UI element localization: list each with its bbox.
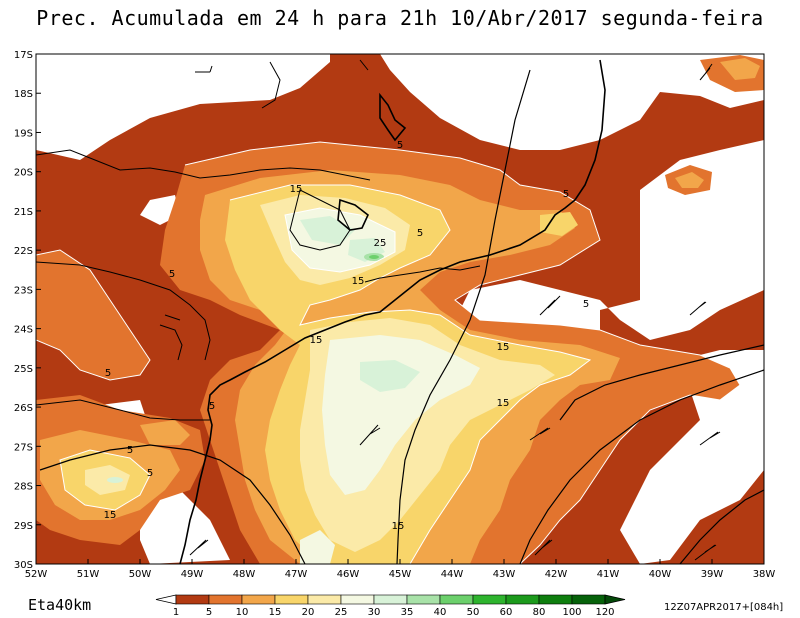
lon-tick-label: 45W (389, 569, 412, 580)
lat-tick-label: 21S (14, 207, 33, 218)
legend-swatch (241, 594, 276, 605)
lon-tick-label: 52W (25, 569, 48, 580)
contour-lines (36, 141, 741, 564)
lat-tick-label: 24S (14, 325, 33, 336)
lon-tick-label: 41W (597, 569, 620, 580)
legend-tick-label: 5 (206, 607, 212, 618)
legend-low-arrow (155, 594, 177, 605)
contour-label: 5 (147, 468, 153, 479)
latitude-axis: 17S 18S 19S 20S 21S 22S 23S 24S 25S 26S 27S 28S 29S 3… (14, 50, 41, 571)
legend-tick-label: 15 (269, 607, 282, 618)
lat-tick-label: 17S (14, 50, 33, 61)
contour-value-labels: 5 5 5 5 5 5 5 5 5 15 15 15 15 15 15 15 25 (104, 140, 590, 532)
lat-tick-label: 20S (14, 168, 33, 179)
contour-label: 25 (374, 238, 387, 249)
lon-tick-label: 44W (441, 569, 464, 580)
lat-tick-label: 28S (14, 482, 33, 493)
legend-tick-label: 120 (595, 607, 614, 618)
contour-label: 15 (310, 335, 323, 346)
contour-label: 5 (397, 140, 403, 151)
contour-label: 5 (209, 401, 215, 412)
contour-label: 5 (127, 445, 133, 456)
legend-swatch (571, 594, 606, 605)
contour-label: 15 (104, 510, 117, 521)
lon-tick-label: 48W (233, 569, 256, 580)
legend-swatch (274, 594, 309, 605)
color-legend: 1 5 10 15 20 25 30 35 40 50 60 80 100 120 (155, 594, 626, 618)
lon-tick-label: 43W (493, 569, 516, 580)
legend-tick-label: 80 (533, 607, 546, 618)
lat-tick-label: 25S (14, 364, 33, 375)
lat-tick-label: 30S (14, 560, 33, 571)
lon-tick-label: 39W (701, 569, 724, 580)
legend-swatch (373, 594, 408, 605)
legend-swatch (307, 594, 342, 605)
legend-swatch (406, 594, 441, 605)
contour-label: 15 (352, 276, 365, 287)
lon-tick-label: 50W (129, 569, 152, 580)
contour-label: 15 (497, 398, 510, 409)
legend-swatch (472, 594, 507, 605)
map-title: Prec. Acumulada em 24 h para 21h 10/Abr/… (36, 6, 764, 30)
contour-label: 15 (392, 521, 405, 532)
precip-30mm-patch (107, 477, 123, 483)
legend-swatch (439, 594, 474, 605)
model-label: Eta40km (28, 596, 92, 614)
lat-tick-label: 23S (14, 285, 33, 296)
lon-tick-label: 47W (285, 569, 308, 580)
contour-label: 5 (583, 299, 589, 310)
legend-tick-label: 60 (500, 607, 513, 618)
legend-swatch (505, 594, 540, 605)
lon-tick-label: 40W (649, 569, 672, 580)
legend-tick-label: 1 (173, 607, 179, 618)
longitude-axis: 52W 51W 50W 49W 48W 47W 46W 45W 44W 43W 42W 41W 40W 3… (25, 559, 776, 580)
legend-tick-label: 10 (236, 607, 249, 618)
legend-tick-label: 20 (302, 607, 315, 618)
lon-tick-label: 42W (545, 569, 568, 580)
lon-tick-label: 46W (337, 569, 360, 580)
coastline (179, 59, 606, 564)
legend-swatch (340, 594, 375, 605)
legend-tick-label: 50 (467, 607, 480, 618)
legend-high-arrow (604, 594, 626, 605)
lat-tick-label: 29S (14, 521, 33, 532)
legend-swatch (538, 594, 573, 605)
contour-label: 5 (169, 269, 175, 280)
front-lines (39, 69, 764, 564)
lon-tick-label: 49W (181, 569, 204, 580)
lon-tick-label: 38W (753, 569, 776, 580)
contour-label: 5 (563, 189, 569, 200)
legend-tick-label: 35 (401, 607, 414, 618)
legend-tick-label: 30 (368, 607, 381, 618)
contour-label: 5 (417, 228, 423, 239)
lat-tick-label: 27S (14, 442, 33, 453)
contour-label: 15 (497, 342, 510, 353)
contour-label: 15 (290, 184, 303, 195)
legend-tick-label: 40 (434, 607, 447, 618)
precip-fields (36, 54, 764, 564)
state-borders (36, 61, 481, 421)
wind-barbs (164, 59, 721, 561)
lat-tick-label: 18S (14, 89, 33, 100)
legend-swatch (208, 594, 243, 605)
contour-label: 5 (105, 368, 111, 379)
lat-tick-label: 26S (14, 403, 33, 414)
precip-40mm-area (369, 255, 379, 259)
lat-tick-label: 19S (14, 128, 33, 139)
run-stamp: 12Z07APR2017+[084h] (664, 602, 784, 613)
lon-tick-label: 51W (77, 569, 100, 580)
legend-tick-label: 100 (562, 607, 581, 618)
legend-swatch (175, 594, 210, 605)
legend-tick-label: 25 (335, 607, 348, 618)
lat-tick-label: 22S (14, 246, 33, 257)
